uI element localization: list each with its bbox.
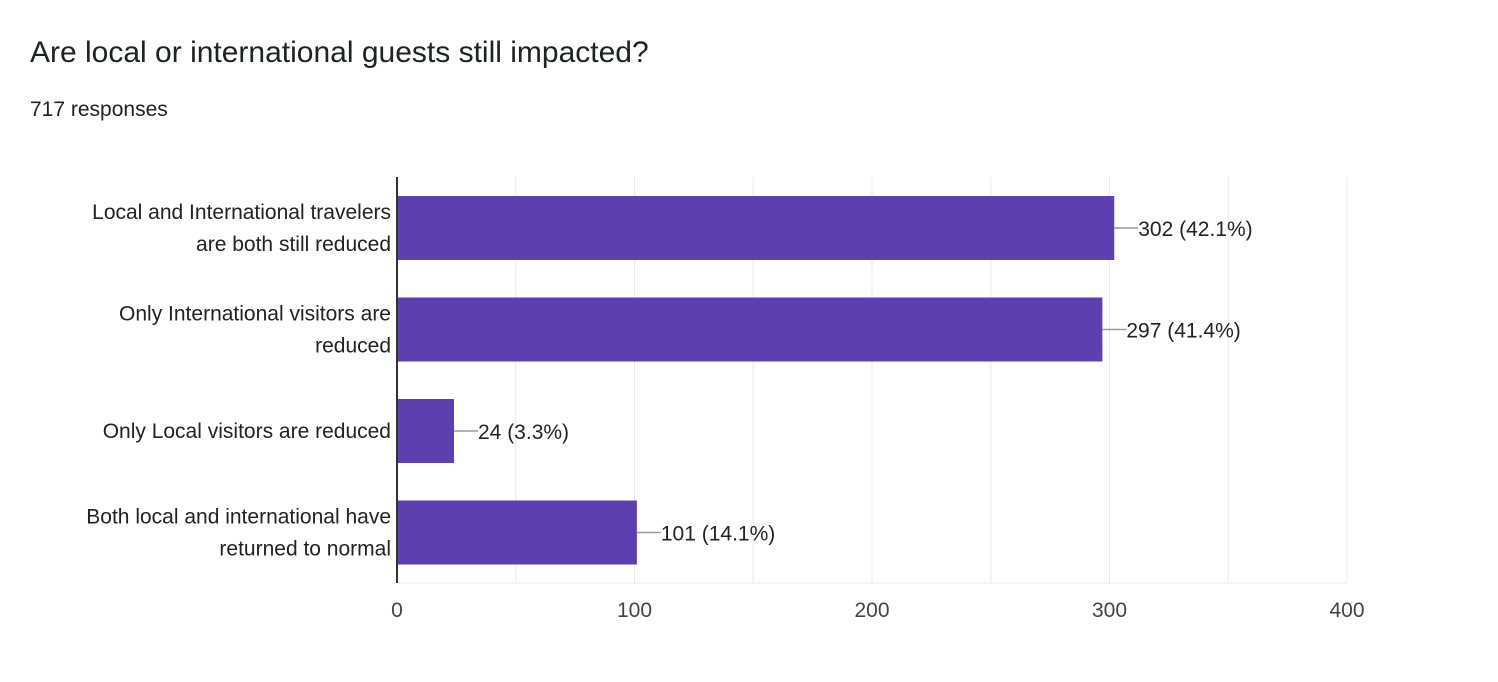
category-label: Only Local visitors are reduced <box>103 420 391 443</box>
bar[interactable] <box>397 196 1115 260</box>
bar[interactable] <box>397 500 637 565</box>
x-tick-label: 0 <box>391 599 403 622</box>
data-label: 24 (3.3%) <box>478 421 569 444</box>
chart-title: Are local or international guests still … <box>30 36 649 69</box>
x-tick-label: 100 <box>617 599 652 622</box>
bar[interactable] <box>397 399 454 463</box>
category-label: Local and International travelers are bot… <box>92 201 391 256</box>
x-tick-label: 400 <box>1329 599 1364 622</box>
category-label: Both local and international have returne… <box>86 506 391 561</box>
data-label: 297 (41.4%) <box>1126 320 1240 343</box>
response-count: 717 responses <box>30 98 168 121</box>
bar[interactable] <box>397 297 1103 362</box>
data-label: 302 (42.1%) <box>1138 218 1252 241</box>
data-label: 101 (14.1%) <box>661 523 775 546</box>
category-label: Only International visitors are reduced <box>119 303 391 358</box>
x-tick-label: 200 <box>854 599 889 622</box>
x-tick-label: 300 <box>1092 599 1127 622</box>
